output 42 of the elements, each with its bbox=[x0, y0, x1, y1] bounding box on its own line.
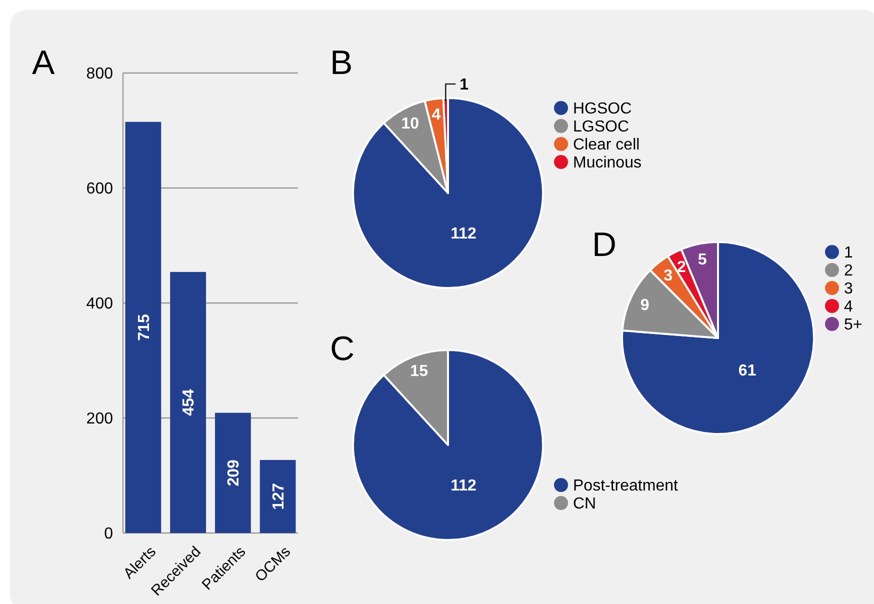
pie-slice bbox=[352, 97, 544, 289]
data-label: 209 bbox=[226, 459, 243, 486]
data-label: 112 bbox=[450, 477, 477, 494]
data-label: 112 bbox=[450, 225, 477, 242]
data-label: 9 bbox=[640, 296, 650, 314]
legend-label: 3 bbox=[844, 280, 853, 298]
data-label: 1 bbox=[460, 76, 469, 94]
legend-label: 4 bbox=[844, 298, 853, 316]
chart-title: C bbox=[330, 330, 355, 368]
y-tick-label: 600 bbox=[86, 180, 114, 198]
data-label: 15 bbox=[410, 363, 428, 380]
legend-label: HGSOC bbox=[573, 100, 632, 118]
data-label: 2 bbox=[676, 258, 686, 276]
data-label: 127 bbox=[270, 483, 288, 510]
data-label: 10 bbox=[401, 115, 420, 132]
bar bbox=[170, 272, 206, 533]
legend-label: Mucinous bbox=[573, 154, 642, 172]
legend-label: 5+ bbox=[844, 316, 862, 334]
y-tick-label: 0 bbox=[104, 526, 114, 543]
legend-label: Post-treatment bbox=[573, 478, 678, 495]
data-label: 3 bbox=[664, 267, 673, 284]
bar bbox=[125, 122, 162, 533]
legend-label: CN bbox=[573, 496, 596, 513]
data-label: 5 bbox=[698, 252, 707, 269]
legend-label: Clear cell bbox=[573, 136, 640, 154]
pie-slice bbox=[621, 241, 815, 435]
chart-title: A bbox=[32, 44, 55, 82]
bar bbox=[214, 412, 251, 533]
y-tick-label: 800 bbox=[86, 66, 114, 83]
chart-title: D bbox=[592, 226, 617, 264]
y-tick-label: 200 bbox=[86, 410, 114, 428]
legend-label: LGSOC bbox=[573, 118, 630, 136]
data-label: 715 bbox=[136, 314, 153, 341]
pie-slice bbox=[352, 349, 544, 541]
y-tick-label: 400 bbox=[86, 296, 114, 313]
legend-label: 2 bbox=[844, 262, 853, 280]
data-label: 454 bbox=[180, 389, 198, 416]
bar bbox=[260, 460, 296, 533]
chart-title: B bbox=[330, 44, 353, 82]
legend-label: 1 bbox=[844, 244, 853, 262]
data-label: 61 bbox=[738, 362, 756, 380]
data-label: 4 bbox=[432, 106, 441, 124]
